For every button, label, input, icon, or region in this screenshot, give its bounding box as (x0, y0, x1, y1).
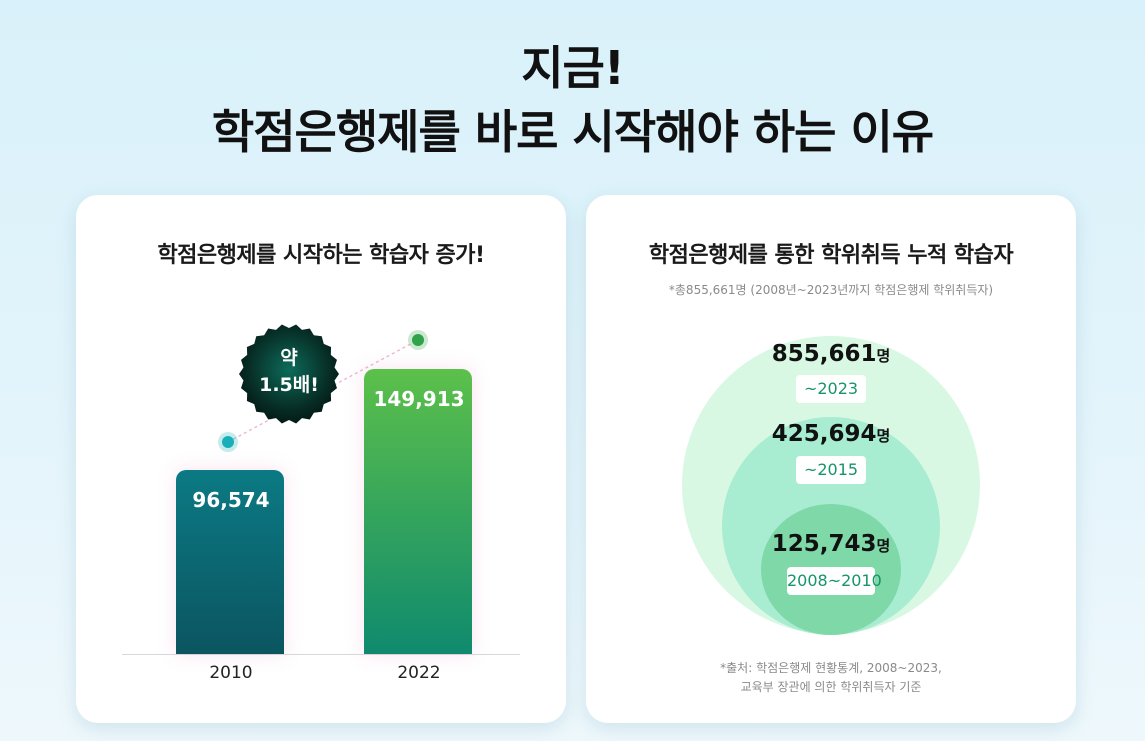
period-2023-pill: ~2023 (796, 375, 866, 403)
badge-line2: 1.5배! (259, 374, 319, 396)
value-2015: 425,694명 (586, 421, 1076, 447)
source-line2: 교육부 장관에 의한 학위취득자 기준 (740, 680, 922, 694)
value-2010: 125,743명 (586, 531, 1076, 557)
learner-growth-title: 학점은행제를 시작하는 학습자 증가! (157, 243, 485, 268)
badge-line1: 약 (280, 347, 298, 369)
cumulative-degree-card: 학점은행제를 통한 학위취득 누적 학습자 *총855,661명 (2008년~… (586, 195, 1076, 723)
value-2015-number: 425,694 (771, 421, 877, 447)
headline-line2: 학점은행제를 바로 시작해야 하는 이유 (211, 105, 934, 159)
bar-value-label-2022: 149,913 (373, 387, 465, 411)
x-tick-2010: 2010 (209, 663, 253, 683)
bar-value-label-2010: 96,574 (192, 488, 270, 512)
source-line1: *출처: 학점은행제 현황통계, 2008~2023, (720, 661, 942, 675)
dot-2010-marker (218, 432, 238, 452)
x-axis-line (122, 654, 520, 655)
headline-line1: 지금! (521, 41, 625, 95)
x-tick-2022: 2022 (397, 663, 441, 683)
value-2023-unit: 명 (876, 347, 891, 365)
growth-badge (239, 324, 339, 424)
value-2010-number: 125,743 (771, 531, 877, 557)
period-2010-pill: 2008~2010 (787, 567, 882, 595)
value-2023: 855,661명 (586, 341, 1076, 367)
period-2015-pill: ~2015 (796, 456, 866, 484)
value-2023-number: 855,661 (771, 341, 877, 367)
value-2010-unit: 명 (876, 537, 891, 555)
value-2015-unit: 명 (876, 427, 891, 445)
connector-line (227, 339, 419, 443)
cumulative-degree-subtitle: *총855,661명 (2008년~2023년까지 학점은행제 학위취득자) (668, 283, 994, 297)
bar-2022 (364, 369, 472, 654)
dot-2022-marker (408, 330, 428, 350)
learner-growth-card: 학점은행제를 시작하는 학습자 증가! 약 1.5배! 96,574 2010 14… (76, 195, 566, 723)
cumulative-degree-title: 학점은행제를 통한 학위취득 누적 학습자 (648, 243, 1014, 268)
bar-2010 (176, 470, 284, 654)
